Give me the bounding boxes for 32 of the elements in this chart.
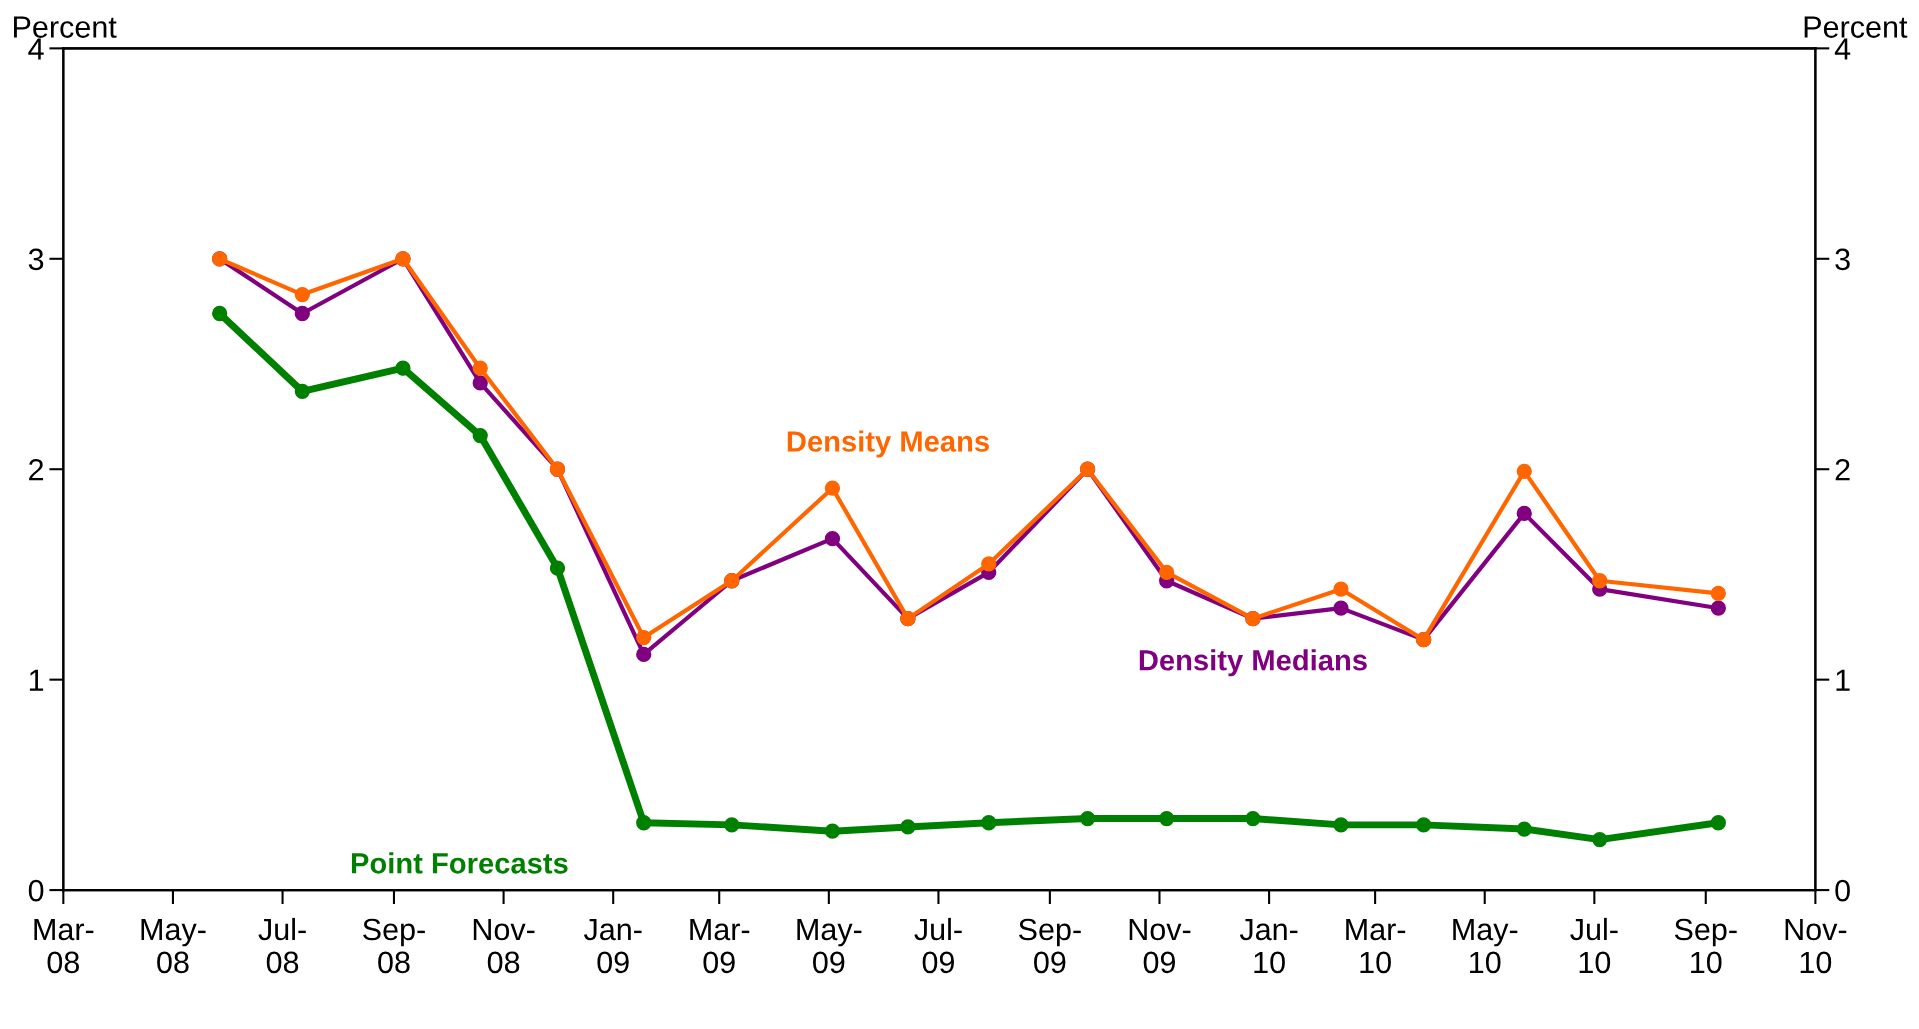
x-tick-label: Sep- 08 [363, 918, 425, 974]
x-tick-label: Mar- 08 [34, 918, 94, 974]
y2-axis-title: Percent [1804, 16, 1908, 38]
x-tick-label: May- 10 [1453, 918, 1518, 974]
x-tick-label: Jan- 09 [583, 918, 642, 974]
y2-tick-label: 0 [1835, 879, 1850, 902]
x-tick-label: Sep- 10 [1674, 918, 1737, 974]
x-tick-label: Sep- 09 [1018, 918, 1081, 974]
x-tick-label: Nov- 08 [473, 918, 535, 974]
x-tick-label: Jul- 09 [914, 917, 962, 974]
y-tick-label: 4 [28, 38, 44, 60]
y-axis-title: Percent [14, 16, 117, 38]
x-tick-label: Mar- 09 [690, 918, 750, 974]
x-tick-label: May- 09 [797, 918, 862, 974]
text: Point Forecasts [351, 852, 568, 874]
y2-tick-label: 2 [1835, 458, 1850, 481]
y-tick-label: 1 [29, 669, 44, 691]
y2-tick-label: 4 [1834, 38, 1851, 60]
y-tick-label: 2 [29, 458, 44, 481]
y2-tick-label: 3 [1835, 248, 1850, 271]
x-tick-label: Jan- 10 [1239, 918, 1298, 974]
x-tick-label: Nov- 09 [1129, 918, 1191, 974]
x-tick-label: May- 08 [141, 918, 206, 974]
y-tick-label: 3 [28, 248, 44, 271]
x-tick-label: Nov- 10 [1785, 918, 1847, 974]
y-tick-label: 0 [28, 879, 44, 902]
x-tick-label: Jul- 10 [1570, 917, 1618, 974]
series-label: Density Medians [1139, 649, 1367, 677]
x-tick-label: Jul- 08 [258, 917, 306, 974]
series-label: Density Means [787, 430, 989, 458]
x-tick-label: Mar- 10 [1346, 918, 1406, 974]
y2-tick-label: 1 [1836, 669, 1850, 691]
